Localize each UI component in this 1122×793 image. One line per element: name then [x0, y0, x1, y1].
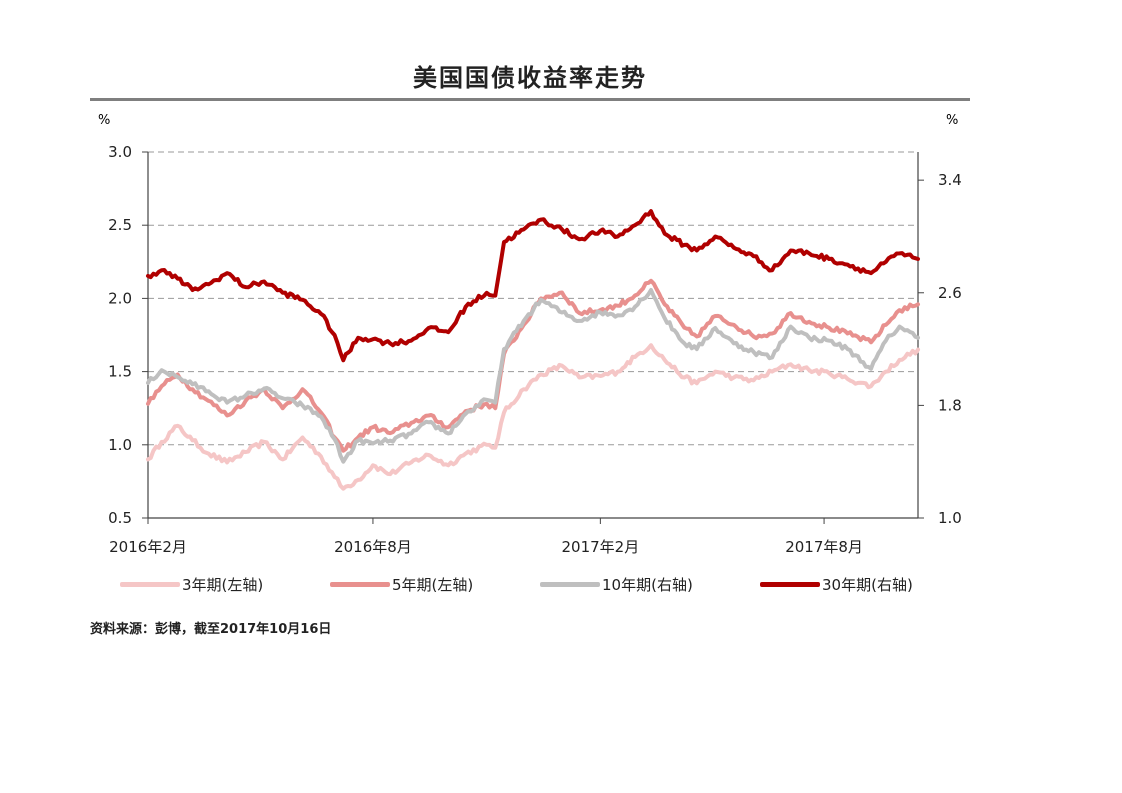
left-tick-label: 1.5	[108, 363, 132, 381]
left-tick-label: 1.0	[108, 436, 132, 454]
right-tick-label: 1.0	[938, 509, 962, 527]
legend-swatch	[120, 581, 180, 587]
chart-title: 美国国债收益率走势	[413, 63, 647, 92]
legend: 3年期(左轴) 5年期(左轴) 10年期(右轴) 30年期(右轴)	[120, 570, 960, 598]
left-unit-label: %	[98, 113, 110, 128]
x-tick-label: 2016年8月	[334, 538, 412, 556]
legend-item: 10年期(右轴)	[540, 570, 693, 598]
legend-swatch	[540, 581, 600, 587]
right-tick-label: 3.4	[938, 171, 962, 189]
legend-swatch	[330, 581, 390, 587]
right-tick-label: 2.6	[938, 284, 962, 302]
x-tick-label: 2017年8月	[785, 538, 863, 556]
legend-swatch	[760, 581, 820, 587]
legend-label: 3年期(左轴)	[182, 575, 264, 594]
line-chart: % % 0.5 1.0 1.5 2.0 2.5 3.0 1.0 1.8 2.6 3.4 2016年2…	[98, 113, 962, 556]
legend-label: 30年期(右轴)	[822, 575, 913, 594]
legend-item: 5年期(左轴)	[330, 570, 473, 598]
x-tick-label: 2016年2月	[109, 538, 187, 556]
legend-item: 3年期(左轴)	[120, 570, 263, 598]
source-note: 资料来源：彭博，截至2017年10月16日	[90, 622, 332, 637]
gridlines	[148, 151, 918, 446]
right-unit-label: %	[946, 113, 958, 128]
tick-labels: 0.5 1.0 1.5 2.0 2.5 3.0 1.0 1.8 2.6 3.4 2016年2月 201…	[108, 143, 962, 556]
right-tick-label: 1.8	[938, 396, 962, 414]
left-tick-label: 0.5	[108, 509, 132, 527]
legend-item: 30年期(右轴)	[760, 570, 913, 598]
series-line	[146, 288, 920, 464]
series-line	[146, 209, 920, 363]
title-rule	[90, 98, 970, 101]
left-tick-label: 2.0	[108, 289, 132, 307]
axes: % %	[98, 113, 958, 519]
series-lines	[146, 209, 920, 491]
legend-label: 10年期(右轴)	[602, 575, 693, 594]
x-tick-label: 2017年2月	[562, 538, 640, 556]
left-tick-label: 2.5	[108, 216, 132, 234]
legend-label: 5年期(左轴)	[392, 575, 474, 594]
series-line	[146, 343, 920, 491]
left-tick-label: 3.0	[108, 143, 132, 161]
